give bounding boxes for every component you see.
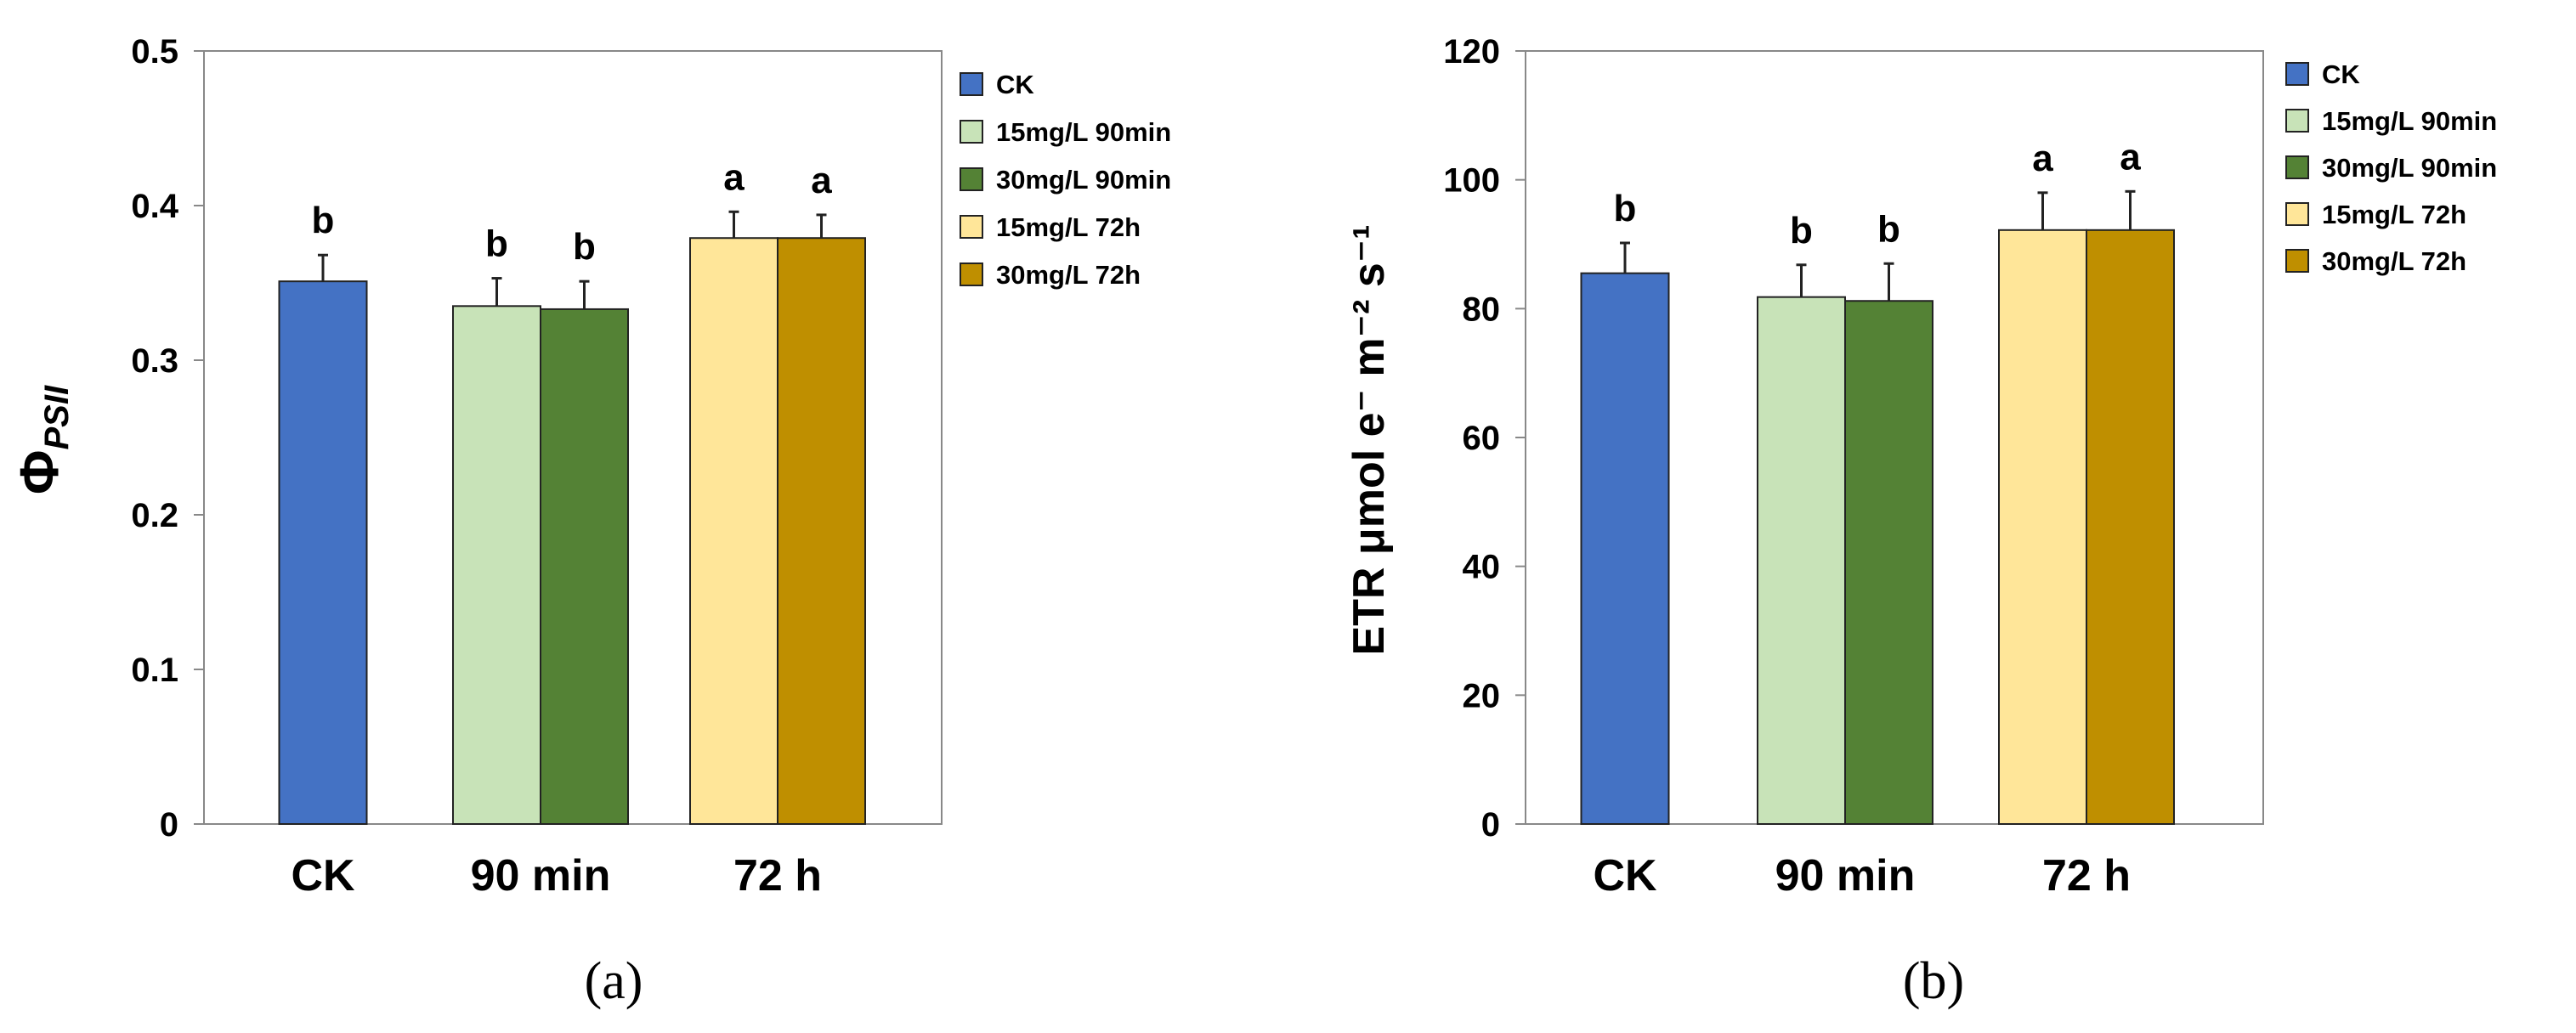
significance-letter: a — [2032, 138, 2053, 179]
bar-15mg-l-90min — [1757, 296, 1846, 825]
significance-letter: b — [1614, 188, 1637, 229]
legend-swatch — [960, 167, 983, 191]
y-axis-label-subscript: PSII — [38, 385, 76, 449]
bar-30mg-l-90min — [1844, 300, 1933, 825]
significance-letter: b — [573, 226, 596, 268]
legend-label: 15mg/L 72h — [2322, 200, 2466, 229]
legend-swatch — [960, 72, 983, 96]
y-tick-label: 0 — [1481, 806, 1500, 844]
x-category-label: CK — [291, 851, 355, 900]
bar-30mg-l-72h — [2086, 229, 2175, 826]
x-category-label: 90 min — [471, 851, 611, 900]
significance-letter: b — [1877, 208, 1900, 250]
significance-letter: a — [2120, 136, 2141, 178]
legend-label: 30mg/L 90min — [996, 165, 1171, 195]
bar-15mg-l-72h — [1998, 229, 2087, 826]
significance-letter: a — [723, 156, 744, 198]
significance-letter: b — [312, 200, 335, 241]
legend-label: CK — [2322, 59, 2360, 89]
panel-caption: (a) — [585, 952, 643, 1010]
significance-letter: a — [811, 160, 832, 201]
y-tick-label: 0.5 — [131, 33, 178, 71]
bar-30mg-l-90min — [540, 308, 629, 825]
y-tick-label: 40 — [1463, 549, 1501, 586]
panel-caption: (b) — [1903, 952, 1964, 1010]
y-tick-label: 80 — [1463, 291, 1501, 328]
legend-label: 30mg/L 72h — [996, 260, 1141, 290]
x-category-label: 90 min — [1775, 851, 1916, 900]
y-tick-label: 0.4 — [131, 188, 178, 225]
legend-swatch — [960, 215, 983, 239]
legend-label: 30mg/L 72h — [2322, 246, 2466, 276]
y-tick-label: 0.1 — [131, 652, 178, 689]
y-tick-label: 0.2 — [131, 497, 178, 534]
legend-label: 30mg/L 90min — [2322, 153, 2497, 183]
legend-swatch — [2285, 109, 2309, 133]
y-tick-label: 20 — [1463, 677, 1501, 714]
legend-swatch — [960, 120, 983, 144]
legend-label: 15mg/L 90min — [2322, 106, 2497, 136]
legend-swatch — [2285, 155, 2309, 179]
significance-letter: b — [485, 223, 508, 265]
y-tick-label: 120 — [1443, 33, 1500, 71]
x-category-label: CK — [1593, 851, 1657, 900]
y-axis-label: ETR μmol e⁻ m⁻² s⁻¹ — [1345, 224, 1394, 655]
legend-label: 15mg/L 72h — [996, 212, 1141, 242]
y-tick-label: 60 — [1463, 420, 1501, 457]
y-tick-label: 0 — [160, 806, 178, 844]
y-axis-label: ΦPSII — [8, 385, 76, 494]
panel-b: 0 20 40 60 80 100 120 CK 90 min 72 h ETR μmol e⁻ m… — [1345, 33, 2497, 1010]
y-axis-label-symbol: Φ — [8, 450, 70, 495]
panel-a: 0 0.1 0.2 0.3 0.4 0.5 CK 90 min 72 h ΦPSII b b b a a CK… — [8, 33, 1171, 1010]
bar-15mg-l-90min — [452, 305, 541, 825]
significance-letter: b — [1790, 210, 1813, 251]
legend-swatch — [2285, 62, 2309, 86]
bar-15mg-l-72h — [689, 237, 778, 826]
legend-swatch — [2285, 202, 2309, 226]
legend-swatch — [2285, 249, 2309, 273]
bar-ck — [278, 280, 368, 825]
y-tick-label: 100 — [1443, 162, 1500, 200]
bar-30mg-l-72h — [777, 237, 866, 826]
legend-label: 15mg/L 90min — [996, 117, 1171, 147]
x-category-label: 72 h — [733, 851, 822, 900]
legend-swatch — [960, 262, 983, 286]
legend-label: CK — [996, 70, 1034, 99]
x-category-label: 72 h — [2042, 851, 2131, 900]
bar-ck — [1580, 272, 1670, 825]
y-tick-label: 0.3 — [131, 342, 178, 380]
